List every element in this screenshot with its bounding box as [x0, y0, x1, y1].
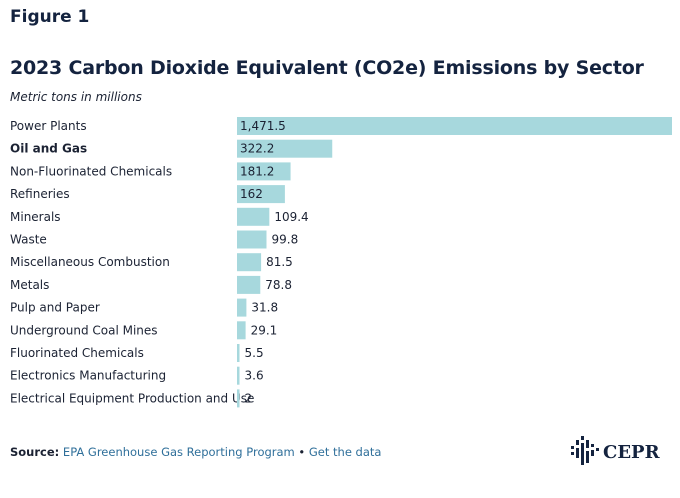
- bars-layer: Power Plants 1,471.5 Oil and Gas 322.2 Non-F…: [10, 117, 672, 408]
- figure-label: Figure 1: [10, 7, 90, 27]
- category-label: Miscellaneous Combustion: [10, 255, 170, 269]
- bar: [237, 366, 240, 385]
- value-label: 162: [240, 187, 263, 201]
- value-label: 29.1: [251, 323, 278, 337]
- value-label: 81.5: [266, 255, 293, 269]
- cepr-logo[interactable]: CEPR: [569, 434, 669, 470]
- bar: [237, 162, 291, 181]
- bar: [237, 139, 333, 158]
- value-label: 3.6: [245, 369, 264, 383]
- cepr-logo-text: CEPR: [603, 442, 661, 463]
- get-the-data-link[interactable]: Get the data: [308, 445, 382, 459]
- category-label: Underground Coal Mines: [10, 323, 158, 337]
- category-label: Metals: [10, 278, 49, 292]
- category-label: Oil and Gas: [10, 142, 87, 156]
- value-label: 2: [245, 391, 253, 405]
- value-label: 78.8: [265, 278, 292, 292]
- bar: [237, 207, 270, 226]
- category-label: Refineries: [10, 187, 70, 201]
- bar: [237, 117, 672, 135]
- bar: [237, 389, 240, 408]
- bar: [237, 185, 285, 204]
- source-label: Source:: [10, 445, 60, 459]
- value-label: 181.2: [240, 164, 274, 178]
- bar-chart: Power Plants 1,471.5 Oil and Gas 322.2 Non-F…: [10, 117, 672, 408]
- category-label: Non-Fluorinated Chemicals: [10, 164, 172, 178]
- value-label: 322.2: [240, 142, 274, 156]
- category-label: Waste: [10, 233, 47, 247]
- category-label: Electronics Manufacturing: [10, 369, 166, 383]
- value-label: 109.4: [274, 210, 308, 224]
- source-line: Source: EPA Greenhouse Gas Reporting Pro…: [10, 445, 381, 459]
- bar: [237, 253, 262, 272]
- value-label: 1,471.5: [240, 119, 286, 133]
- chart-title: 2023 Carbon Dioxide Equivalent (CO2e) Em…: [10, 57, 644, 79]
- category-label: Electrical Equipment Production and Use: [10, 391, 254, 405]
- source-separator: •: [298, 445, 306, 459]
- source-link[interactable]: EPA Greenhouse Gas Reporting Program: [62, 445, 295, 459]
- bar: [237, 275, 261, 294]
- category-label: Power Plants: [10, 119, 87, 133]
- value-label: 31.8: [251, 301, 278, 315]
- cepr-logo-mark-icon: [571, 436, 599, 465]
- value-label: 99.8: [272, 233, 299, 247]
- category-label: Pulp and Paper: [10, 301, 100, 315]
- bar: [237, 344, 240, 362]
- bar: [237, 298, 247, 317]
- category-label: Fluorinated Chemicals: [10, 346, 144, 360]
- value-label: 5.5: [245, 346, 264, 360]
- chart-subtitle: Metric tons in millions: [10, 90, 142, 104]
- category-label: Minerals: [10, 210, 61, 224]
- bar: [237, 321, 246, 340]
- bar: [237, 230, 267, 249]
